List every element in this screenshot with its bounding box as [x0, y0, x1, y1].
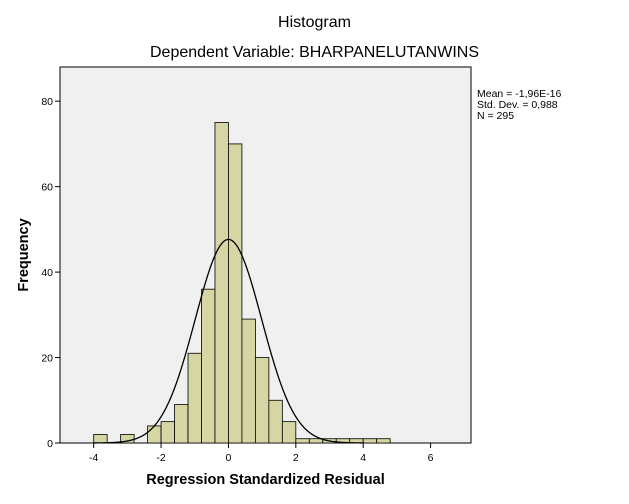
histogram-bar-10: [254, 357, 270, 444]
y-tick-label-0: 0: [47, 438, 53, 450]
x-axis-label: Regression Standardized Residual: [146, 472, 385, 488]
x-tick-label-5: 6: [428, 452, 434, 464]
histogram-bar-18: [362, 438, 378, 444]
histogram-bar-7: [214, 122, 229, 444]
histogram-bar-4: [174, 404, 189, 444]
histogram-bar-0: [93, 434, 108, 444]
x-tick-label-0: -4: [89, 452, 98, 464]
histogram-bar-9: [241, 318, 256, 444]
histogram-bar-11: [268, 399, 283, 444]
x-tick-label-4: 4: [360, 452, 366, 464]
stats-mean: Mean = -1,96E-16: [477, 88, 562, 100]
histogram-bar-14: [308, 438, 324, 444]
stats-box: Mean = -1,96E-16 Std. Dev. = 0,988 N = 2…: [477, 89, 561, 122]
histogram-bar-12: [281, 421, 297, 444]
y-tick-label-3: 60: [41, 182, 53, 194]
chart-subtitle: Dependent Variable: BHARPANELUTANWINS: [149, 44, 479, 61]
y-axis-label: Frequency: [16, 218, 32, 292]
y-tick-label-1: 20: [41, 353, 53, 365]
stats-std-dev: Std. Dev. = 0,988: [477, 99, 558, 111]
stats-n: N = 295: [477, 110, 515, 122]
histogram-bar-5: [187, 352, 202, 444]
histogram-bar-2: [147, 425, 162, 444]
histogram-bar-13: [295, 438, 310, 444]
x-tick-label-1: -2: [156, 452, 165, 464]
histogram-bar-8: [228, 143, 243, 444]
normal-curve: [93, 238, 364, 444]
histogram-bar-3: [160, 421, 175, 444]
histogram-bar-19: [376, 438, 391, 444]
histogram-bar-6: [201, 288, 216, 444]
y-tick-label-4: 80: [41, 96, 53, 108]
x-tick-label-2: 0: [226, 452, 232, 464]
y-tick-label-2: 40: [41, 267, 53, 279]
x-tick-label-3: 2: [293, 452, 299, 464]
chart-title: Histogram: [278, 14, 351, 31]
